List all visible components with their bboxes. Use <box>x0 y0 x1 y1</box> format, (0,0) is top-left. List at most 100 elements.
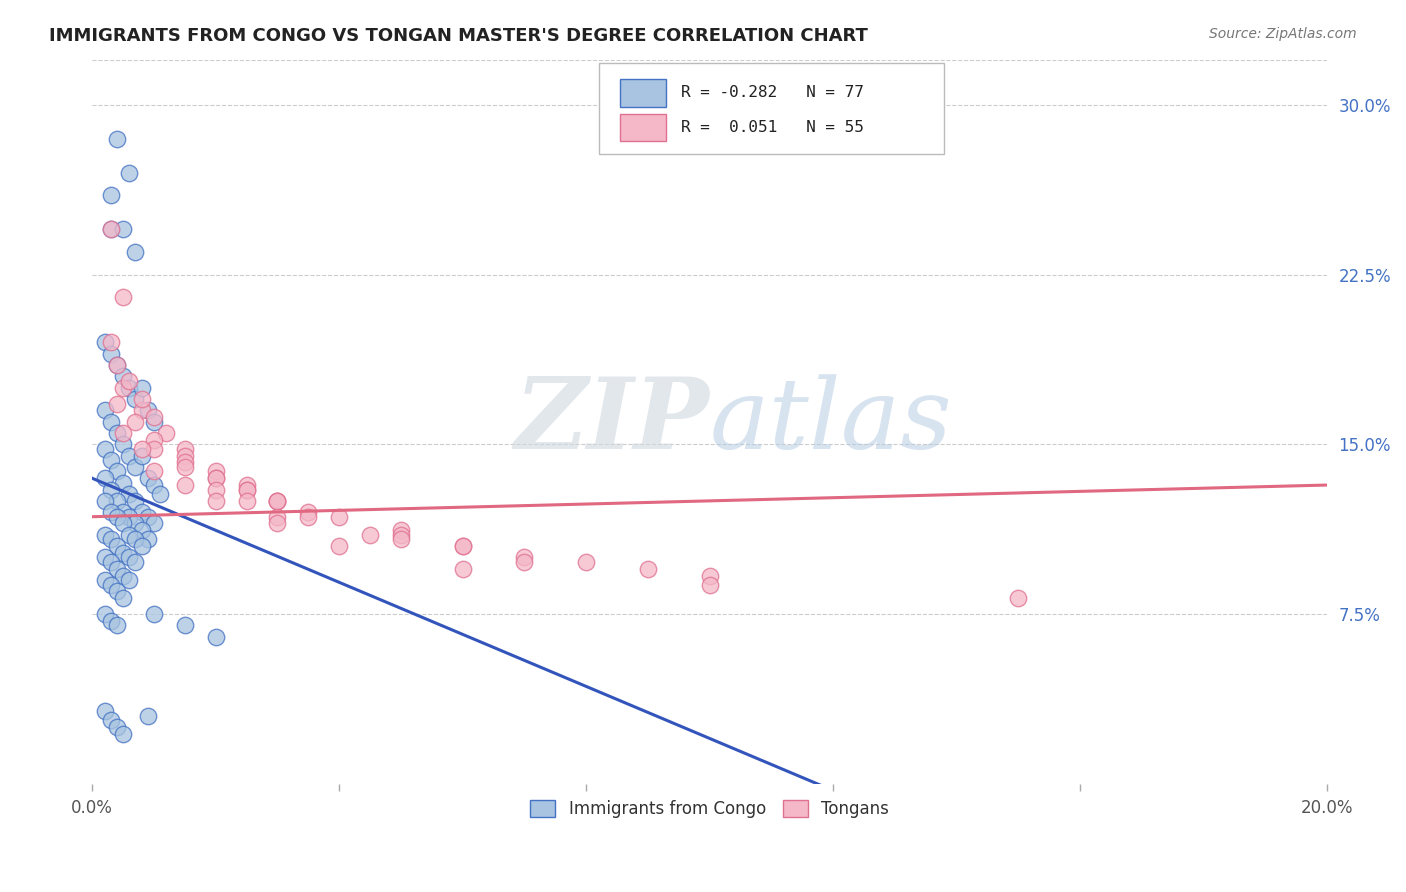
Bar <box>620 79 666 107</box>
Text: atlas: atlas <box>710 374 952 469</box>
Point <box>699 577 721 591</box>
Point <box>266 494 288 508</box>
Point <box>266 516 288 531</box>
Point <box>131 539 153 553</box>
Point <box>451 539 474 553</box>
Point <box>118 487 141 501</box>
FancyBboxPatch shape <box>599 63 945 153</box>
Point <box>100 415 122 429</box>
Point <box>93 528 115 542</box>
Point <box>93 494 115 508</box>
Point <box>105 494 128 508</box>
Point <box>131 392 153 406</box>
Point <box>173 442 195 456</box>
Point <box>513 550 536 565</box>
Point <box>93 704 115 718</box>
Point <box>112 437 135 451</box>
Point <box>359 528 381 542</box>
Point <box>124 494 146 508</box>
Point <box>451 539 474 553</box>
Point <box>142 410 165 425</box>
Point <box>266 494 288 508</box>
Bar <box>620 114 666 142</box>
Point <box>105 562 128 576</box>
Point <box>118 573 141 587</box>
Point <box>124 415 146 429</box>
Point <box>204 471 226 485</box>
Point <box>100 188 122 202</box>
Point <box>124 244 146 259</box>
Point <box>93 607 115 621</box>
Point <box>100 555 122 569</box>
Point <box>118 550 141 565</box>
Point <box>93 403 115 417</box>
Point <box>100 222 122 236</box>
Text: IMMIGRANTS FROM CONGO VS TONGAN MASTER'S DEGREE CORRELATION CHART: IMMIGRANTS FROM CONGO VS TONGAN MASTER'S… <box>49 27 868 45</box>
Point <box>93 550 115 565</box>
Point <box>100 222 122 236</box>
Point <box>142 478 165 492</box>
Point <box>112 369 135 384</box>
Point <box>131 381 153 395</box>
Point <box>93 442 115 456</box>
Point <box>204 630 226 644</box>
Point <box>328 539 350 553</box>
Point <box>100 453 122 467</box>
Point <box>93 573 115 587</box>
Point <box>266 509 288 524</box>
Point <box>389 523 412 537</box>
Point <box>105 358 128 372</box>
Point <box>131 442 153 456</box>
Point <box>142 415 165 429</box>
Point <box>131 449 153 463</box>
Text: R =  0.051   N = 55: R = 0.051 N = 55 <box>682 120 865 136</box>
Point <box>93 471 115 485</box>
Point <box>100 347 122 361</box>
Point <box>297 509 319 524</box>
Point <box>131 505 153 519</box>
Point <box>136 509 159 524</box>
Point <box>118 166 141 180</box>
Point <box>105 425 128 440</box>
Point <box>513 555 536 569</box>
Point <box>105 584 128 599</box>
Point <box>112 727 135 741</box>
Point <box>105 358 128 372</box>
Point <box>112 591 135 606</box>
Point <box>118 374 141 388</box>
Point <box>173 449 195 463</box>
Point <box>173 455 195 469</box>
Point <box>173 459 195 474</box>
Point <box>699 568 721 582</box>
Point <box>105 539 128 553</box>
Point <box>93 335 115 350</box>
Point <box>235 483 257 497</box>
Point <box>105 720 128 734</box>
Point <box>266 494 288 508</box>
Point <box>118 528 141 542</box>
Point <box>118 509 141 524</box>
Point <box>112 222 135 236</box>
Text: Source: ZipAtlas.com: Source: ZipAtlas.com <box>1209 27 1357 41</box>
Point <box>112 475 135 490</box>
Point <box>100 505 122 519</box>
Point <box>105 396 128 410</box>
Point <box>328 509 350 524</box>
Point <box>136 403 159 417</box>
Point <box>389 533 412 547</box>
Point <box>142 465 165 479</box>
Point <box>1007 591 1029 606</box>
Point <box>124 516 146 531</box>
Point <box>149 487 172 501</box>
Point <box>142 442 165 456</box>
Point <box>112 425 135 440</box>
Point <box>100 533 122 547</box>
Point <box>136 471 159 485</box>
Point <box>100 335 122 350</box>
Point <box>100 577 122 591</box>
Point <box>131 403 153 417</box>
Point <box>142 516 165 531</box>
Text: R = -0.282   N = 77: R = -0.282 N = 77 <box>682 86 865 101</box>
Point <box>637 562 659 576</box>
Point <box>235 478 257 492</box>
